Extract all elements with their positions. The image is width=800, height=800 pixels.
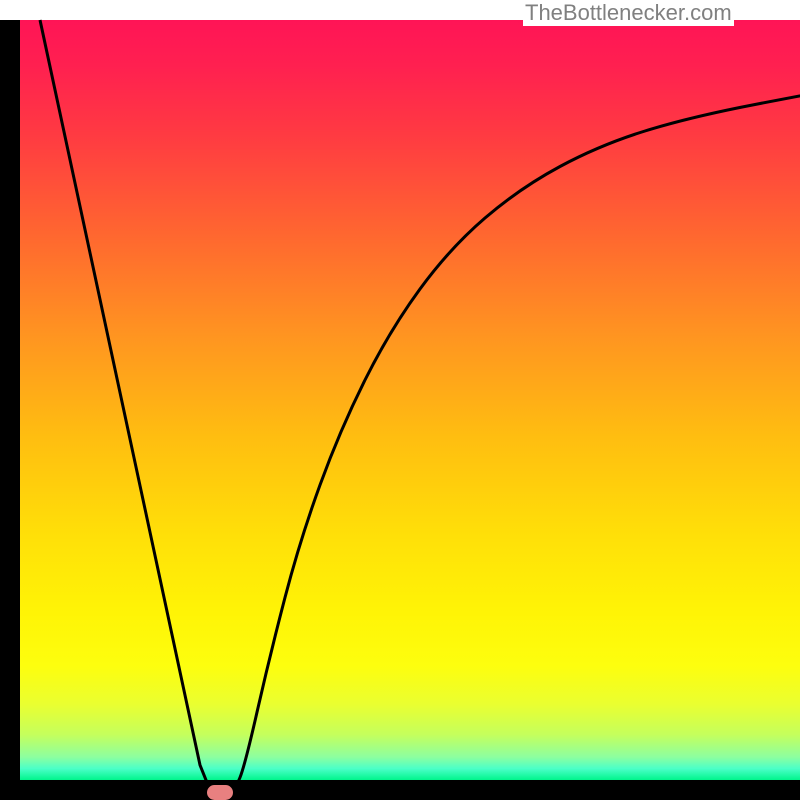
valley-marker (207, 785, 233, 800)
curve-path (40, 20, 800, 795)
chart-container: TheBottlenecker.com (0, 0, 800, 800)
watermark-text: TheBottlenecker.com (523, 0, 734, 26)
bottleneck-curve (0, 0, 800, 800)
